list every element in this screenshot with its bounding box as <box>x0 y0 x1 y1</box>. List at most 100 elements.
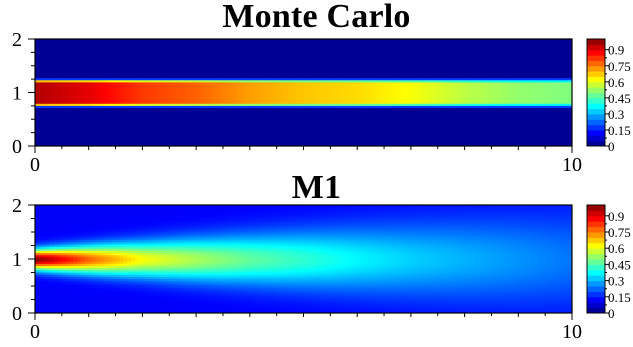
heatmap-cell <box>107 98 113 102</box>
heatmap-cell <box>199 64 205 68</box>
heatmap-cell <box>253 68 259 72</box>
heatmap-cell <box>61 92 67 96</box>
heatmap-cell <box>65 92 71 96</box>
heatmap-cell <box>176 118 182 121</box>
heatmap-cell <box>299 88 305 91</box>
heatmap-cell <box>199 39 205 42</box>
heatmap-cell <box>334 101 339 104</box>
heatmap-cell <box>364 133 370 136</box>
heatmap-cell <box>315 116 320 119</box>
heatmap-cell <box>73 68 78 72</box>
heatmap-cell <box>341 94 347 98</box>
heatmap-cell <box>165 111 170 115</box>
heatmap-cell <box>261 75 266 79</box>
heatmap-cell <box>165 118 170 121</box>
heatmap-cell <box>107 137 113 141</box>
heatmap-cell <box>391 92 397 96</box>
heatmap-cell <box>211 73 216 76</box>
heatmap-cell <box>58 98 63 102</box>
heatmap-cell <box>303 45 308 49</box>
heatmap-cell <box>226 116 232 119</box>
heatmap-cell <box>58 111 63 115</box>
heatmap-cell <box>46 92 51 96</box>
heatmap-cell <box>61 66 67 70</box>
heatmap-cell <box>253 83 259 87</box>
heatmap-cell <box>176 53 182 57</box>
heatmap-cell <box>257 118 262 121</box>
heatmap-cell <box>249 120 255 124</box>
heatmap-cell <box>268 88 274 91</box>
heatmap-cell <box>211 43 216 47</box>
heatmap-cell <box>61 68 67 72</box>
heatmap-cell <box>326 47 331 51</box>
heatmap-cell <box>338 98 343 102</box>
heatmap-cell <box>399 64 404 68</box>
heatmap-cell <box>272 105 278 109</box>
heatmap-cell <box>238 113 243 117</box>
heatmap-cell <box>334 58 339 61</box>
heatmap-cell <box>307 122 312 126</box>
heatmap-cell <box>238 41 243 44</box>
heatmap-cell <box>207 118 213 121</box>
heatmap-cell <box>203 60 209 64</box>
heatmap-cell <box>238 116 243 119</box>
heatmap-cell <box>295 126 301 130</box>
heatmap-cell <box>157 101 163 104</box>
heatmap-cell <box>81 47 86 51</box>
heatmap-cell <box>272 96 278 100</box>
heatmap-cell <box>65 107 71 111</box>
heatmap-cell <box>142 101 147 104</box>
heatmap-cell <box>81 68 86 72</box>
heatmap-cell <box>299 128 305 132</box>
heatmap-cell <box>330 139 335 143</box>
heatmap-cell <box>54 83 59 87</box>
heatmap-cell <box>399 81 404 85</box>
heatmap-cell <box>407 103 412 106</box>
heatmap-cell <box>322 96 328 100</box>
heatmap-cell <box>127 68 132 72</box>
heatmap-cell <box>276 124 282 128</box>
heatmap-cell <box>318 124 324 128</box>
heatmap-cell <box>272 131 278 134</box>
heatmap-cell <box>261 135 266 139</box>
heatmap-cell <box>307 60 312 64</box>
heatmap-cell <box>338 73 343 76</box>
heatmap-cell <box>226 47 232 51</box>
heatmap-cell <box>84 53 90 57</box>
heatmap-cell <box>384 128 389 132</box>
heatmap-cell <box>391 60 397 64</box>
heatmap-cell <box>107 43 113 47</box>
heatmap-cell <box>119 39 124 42</box>
heatmap-cell <box>134 124 140 128</box>
heatmap-cell <box>207 96 213 100</box>
heatmap-cell <box>96 53 101 57</box>
heatmap-cell <box>291 86 297 89</box>
heatmap-cell <box>395 45 400 49</box>
heatmap-cell <box>268 77 274 81</box>
heatmap-cell <box>318 45 324 49</box>
heatmap-cell <box>284 56 289 59</box>
heatmap-cell <box>330 66 335 70</box>
heatmap-cell <box>387 128 393 132</box>
heatmap-cell <box>207 90 213 94</box>
heatmap-cell <box>111 137 117 141</box>
heatmap-cell <box>272 58 278 61</box>
heatmap-cell <box>192 66 197 70</box>
heatmap-cell <box>100 81 105 85</box>
heatmap-cell <box>318 113 324 117</box>
heatmap-cell <box>318 88 324 91</box>
heatmap-cell <box>222 135 228 139</box>
heatmap-cell <box>353 71 358 74</box>
heatmap-cell <box>407 113 412 117</box>
heatmap-cell <box>215 113 220 117</box>
heatmap-cell <box>291 131 297 134</box>
heatmap-cell <box>188 64 193 68</box>
heatmap-cell <box>395 120 400 124</box>
heatmap-cell <box>284 113 289 117</box>
heatmap-cell <box>303 92 308 96</box>
heatmap-cell <box>199 124 205 128</box>
heatmap-cell <box>77 86 82 89</box>
heatmap-cell <box>142 86 147 89</box>
heatmap-cell <box>284 92 289 96</box>
heatmap-cell <box>73 143 78 146</box>
